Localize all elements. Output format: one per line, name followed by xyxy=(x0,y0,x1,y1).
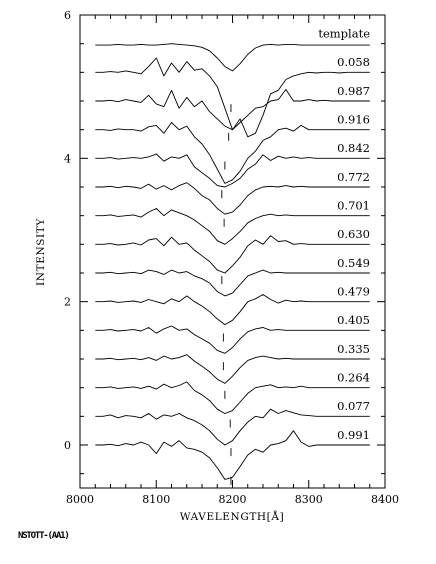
spectrum-line-0-058 xyxy=(95,57,370,138)
phase-label-0-916: 0.916 xyxy=(337,113,370,127)
phase-label-0-987: 0.987 xyxy=(337,84,370,98)
spectrum-line-0-335 xyxy=(95,354,370,384)
spectrum-line-0-842 xyxy=(95,153,370,188)
spectrum-line-0-630 xyxy=(95,235,370,274)
spectrum-line-0-701 xyxy=(95,208,370,245)
y-tick-label: 2 xyxy=(64,296,71,309)
spectrum-line-0-916 xyxy=(95,122,370,184)
spectrum-line-0-405 xyxy=(95,325,370,354)
spectrum-line-0-077 xyxy=(95,408,370,446)
phase-label-0-991: 0.991 xyxy=(337,428,370,442)
line-center-markers xyxy=(221,104,232,485)
phase-label-0-058: 0.058 xyxy=(337,55,370,69)
spectrum-line-0-479 xyxy=(95,294,370,326)
spectrum-line-0-987 xyxy=(95,89,370,131)
x-tick-labels: 8000 8100 8200 8300 8400 xyxy=(66,493,399,506)
spectrum-line-0-772 xyxy=(95,182,370,215)
spectrum-line-0-991 xyxy=(95,430,370,480)
phase-label-0-772: 0.772 xyxy=(337,170,370,184)
y-tick-labels: 0 2 4 6 xyxy=(64,9,71,452)
y-tick-label: 4 xyxy=(64,152,71,165)
phase-labels: template 0.058 0.987 0.916 0.842 0.772 0.701 0.… xyxy=(318,27,370,442)
x-tick-label: 8200 xyxy=(219,493,247,506)
spectrum-line-0-264 xyxy=(95,381,370,414)
y-axis-title: INTENSITY xyxy=(35,218,47,286)
spectrum-line-0-549 xyxy=(95,269,370,297)
footer-caption: NSTOTT-(AA1) xyxy=(18,531,70,541)
x-tick-label: 8000 xyxy=(66,493,94,506)
phase-label-0-077: 0.077 xyxy=(337,399,370,413)
spectra-group xyxy=(95,43,370,480)
y-tick-label: 6 xyxy=(64,9,71,22)
axis-ticks xyxy=(79,14,386,488)
phase-label-0-405: 0.405 xyxy=(337,313,370,327)
x-tick-label: 8100 xyxy=(142,493,170,506)
phase-label-0-549: 0.549 xyxy=(337,256,370,270)
phase-label-0-264: 0.264 xyxy=(337,371,370,385)
phase-label-0-842: 0.842 xyxy=(337,141,370,155)
x-axis-title: WAVELENGTH[Å] xyxy=(180,509,285,523)
phase-label-0-701: 0.701 xyxy=(337,199,370,213)
phase-label-0-479: 0.479 xyxy=(337,285,370,299)
x-tick-label: 8400 xyxy=(371,493,399,506)
phase-label-template: template xyxy=(318,27,370,41)
y-tick-label: 0 xyxy=(64,439,71,452)
x-tick-label: 8300 xyxy=(295,493,323,506)
phase-label-0-335: 0.335 xyxy=(337,342,370,356)
phase-label-0-630: 0.630 xyxy=(337,227,370,241)
spectrum-line-template xyxy=(95,43,370,72)
